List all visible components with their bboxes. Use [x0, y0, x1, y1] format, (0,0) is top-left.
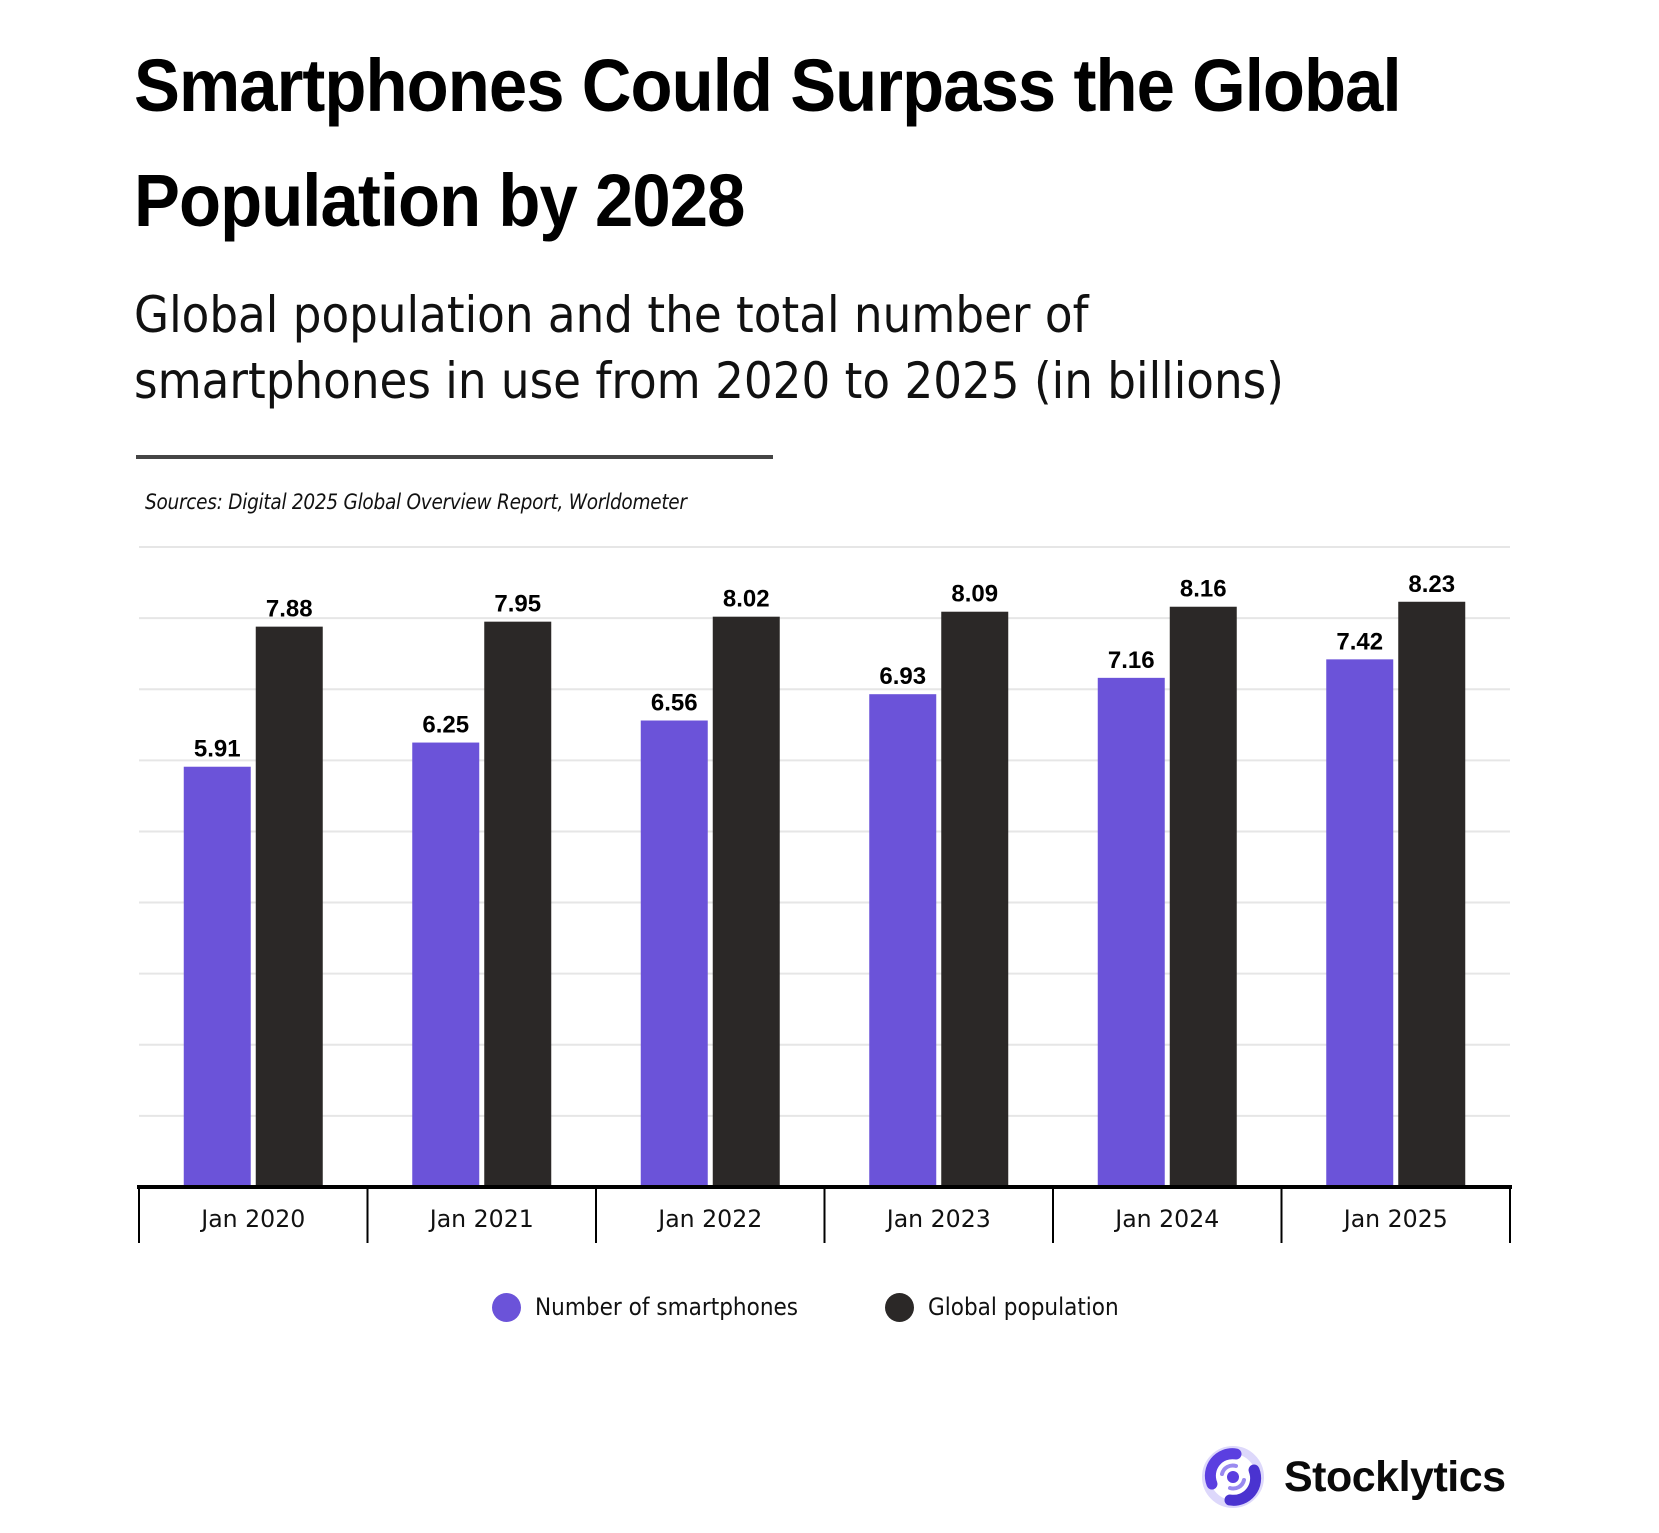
x-tick-label: Jan 2024 [1113, 1205, 1219, 1233]
legend-dot-icon [885, 1292, 914, 1322]
x-tick-label: Jan 2021 [428, 1205, 534, 1233]
legend-item-smartphones: Number of smartphones [492, 1290, 827, 1324]
data-label: 8.23 [1408, 571, 1455, 598]
data-label: 6.56 [651, 690, 698, 717]
bars [183, 601, 1466, 1187]
bar-population [255, 626, 323, 1187]
header-divider [136, 455, 773, 459]
data-label: 7.16 [1108, 647, 1155, 674]
data-label: 6.93 [879, 663, 926, 690]
brand-logo: Stocklytics [1200, 1444, 1506, 1510]
data-label: 8.16 [1180, 576, 1227, 603]
x-axis: Jan 2020 Jan 2021 Jan 2022 Jan 2023 Jan 2024… [137, 1185, 1512, 1243]
data-label: 5.91 [194, 736, 241, 763]
bar-population [1398, 601, 1466, 1187]
data-label: 8.09 [951, 581, 998, 608]
chart-subtitle-line-2: smartphones in use from 2020 to 2025 (in… [134, 352, 1284, 410]
legend-dot-icon [492, 1292, 521, 1322]
x-tick-label: Jan 2022 [656, 1205, 762, 1233]
bar-smartphones [412, 742, 480, 1187]
bar-smartphones [183, 766, 251, 1187]
data-label: 7.42 [1336, 628, 1383, 655]
brand-name: Stocklytics [1284, 1452, 1506, 1501]
chart-subtitle: Global population and the total number o… [134, 282, 1284, 414]
chart-subtitle-line-1: Global population and the total number o… [134, 286, 1089, 344]
bar-smartphones [640, 720, 708, 1187]
data-labels: 5.91 7.88 6.25 7.95 6.56 8.02 6.93 8.09 7.16 8.16… [194, 571, 1455, 763]
legend-item-population: Global population [885, 1290, 1140, 1324]
stocklytics-logo-icon [1202, 1446, 1264, 1508]
legend: Number of smartphones Global population [0, 1290, 1659, 1324]
sources-note: Sources: Digital 2025 Global Overview Re… [145, 490, 687, 514]
gridlines [139, 546, 1510, 1117]
data-label: 7.88 [266, 596, 313, 623]
x-tick-label: Jan 2023 [885, 1205, 991, 1233]
legend-label: Global population [928, 1293, 1119, 1321]
x-tick-label: Jan 2020 [199, 1205, 305, 1233]
bar-smartphones [869, 694, 937, 1187]
data-label: 7.95 [494, 591, 541, 618]
bar-population [941, 611, 1009, 1187]
legend-label: Number of smartphones [535, 1293, 799, 1321]
bar-population [484, 621, 552, 1187]
chart-title-line-1: Smartphones Could Surpass the Global [134, 44, 1402, 127]
bar-population [1169, 606, 1237, 1187]
data-label: 8.02 [723, 586, 770, 613]
chart-title-line-2: Population by 2028 [134, 159, 745, 242]
bar-smartphones [1097, 677, 1165, 1187]
bar-smartphones [1326, 659, 1394, 1187]
x-tick-label: Jan 2025 [1342, 1205, 1448, 1233]
chart-title: Smartphones Could Surpass the Global Pop… [134, 28, 1529, 258]
data-label: 6.25 [422, 712, 469, 739]
bar-population [712, 616, 780, 1187]
